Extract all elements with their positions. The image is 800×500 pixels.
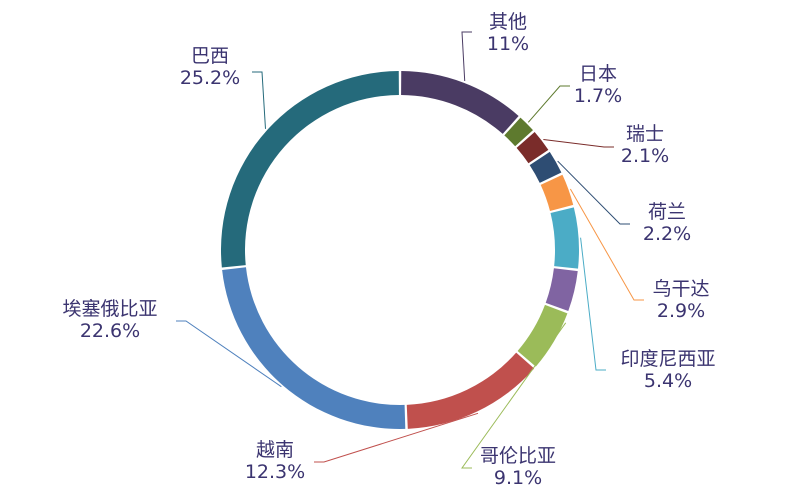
slice-category-label: 巴西 bbox=[191, 45, 229, 67]
leader-line bbox=[580, 237, 606, 371]
slice-label: 乌干达 2.9% bbox=[652, 278, 709, 322]
leader-lines bbox=[176, 31, 644, 469]
slice-label: 埃塞俄比亚 22.6% bbox=[62, 298, 157, 342]
donut-slice bbox=[516, 132, 549, 164]
slice-label: 瑞士 2.1% bbox=[621, 123, 669, 167]
slice-value-label: 9.1% bbox=[494, 467, 542, 489]
slice-category-label: 哥伦比亚 bbox=[480, 445, 556, 467]
slice-label: 巴西 25.2% bbox=[180, 45, 240, 89]
slice-value-label: 11% bbox=[487, 33, 529, 55]
slice-value-label: 25.2% bbox=[180, 67, 240, 89]
donut-slice bbox=[517, 304, 568, 367]
donut-slice bbox=[401, 71, 519, 134]
slice-category-label: 埃塞俄比亚 bbox=[62, 298, 157, 320]
slice-category-label: 其他 bbox=[489, 11, 527, 33]
leader-line bbox=[252, 71, 266, 129]
leader-line bbox=[176, 320, 282, 388]
donut-slice-accent bbox=[545, 268, 578, 312]
leader-line bbox=[461, 31, 472, 81]
donut-slice bbox=[504, 117, 533, 147]
donut-slice bbox=[550, 207, 579, 269]
slice-value-label: 2.1% bbox=[621, 145, 669, 167]
leader-line bbox=[543, 139, 614, 148]
slice-value-label: 22.6% bbox=[80, 320, 140, 342]
donut-slice bbox=[406, 352, 535, 429]
leader-line bbox=[569, 188, 644, 301]
leader-line bbox=[557, 160, 630, 225]
slice-label: 印度尼西亚 5.4% bbox=[620, 348, 715, 392]
slice-category-label: 瑞士 bbox=[626, 123, 664, 145]
slice-label: 哥伦比亚 9.1% bbox=[480, 445, 556, 489]
leader-line bbox=[314, 412, 479, 463]
slice-labels: 其他 11%日本 1.7%瑞士 2.1%荷兰 2.2%乌干达 2.9%印度尼西亚 5.4%哥… bbox=[62, 11, 715, 489]
leader-line bbox=[461, 322, 567, 469]
slice-label: 其他 11% bbox=[487, 11, 529, 55]
slice-value-label: 12.3% bbox=[245, 461, 305, 483]
slice-value-label: 1.7% bbox=[574, 85, 622, 107]
slice-value-label: 2.2% bbox=[643, 223, 691, 245]
donut-slices bbox=[221, 71, 579, 430]
donut-slice bbox=[221, 71, 399, 268]
slice-category-label: 越南 bbox=[256, 439, 294, 461]
slice-category-label: 印度尼西亚 bbox=[620, 348, 715, 370]
slice-label: 荷兰 2.2% bbox=[643, 201, 691, 245]
donut-slice bbox=[529, 151, 562, 183]
slice-value-label: 5.4% bbox=[644, 370, 692, 392]
slice-category-label: 日本 bbox=[579, 63, 617, 85]
donut-slice bbox=[540, 174, 574, 211]
slice-label: 越南 12.3% bbox=[245, 439, 305, 483]
slice-label: 日本 1.7% bbox=[574, 63, 622, 107]
leader-line bbox=[527, 85, 570, 123]
slice-category-label: 荷兰 bbox=[648, 201, 686, 223]
donut-slice bbox=[222, 267, 406, 430]
slice-value-label: 2.9% bbox=[657, 300, 705, 322]
slice-category-label: 乌干达 bbox=[652, 278, 709, 300]
